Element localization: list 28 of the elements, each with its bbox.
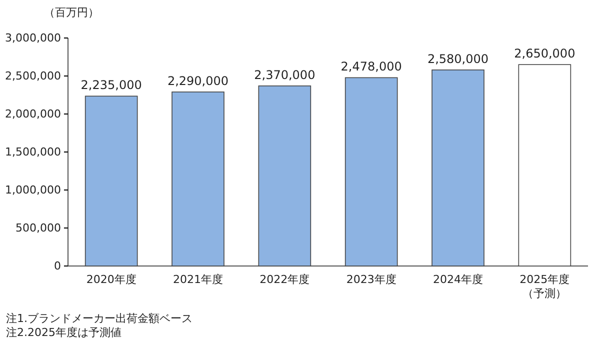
data-label: 2,580,000 [427, 52, 489, 66]
y-tick-label: 0 [54, 260, 61, 273]
y-tick-label: 3,000,000 [5, 32, 61, 45]
bar [258, 85, 312, 266]
bar [84, 96, 138, 266]
data-label: 2,235,000 [80, 78, 142, 92]
y-tick-label: 2,000,000 [5, 108, 61, 121]
x-tick-label: 2025年度（予測） [520, 273, 570, 300]
x-tick-label: 2020年度 [86, 273, 136, 286]
data-label: 2,650,000 [514, 46, 576, 61]
bar [432, 70, 484, 266]
x-tick-label: 2023年度 [346, 273, 396, 286]
y-tick-label: 1,500,000 [5, 146, 61, 159]
data-label: 2,370,000 [254, 68, 316, 82]
y-tick-label: 2,500,000 [5, 70, 61, 83]
x-tick-label: 2021年度 [173, 273, 223, 286]
data-label: 2,478,000 [340, 60, 402, 74]
data-label: 2,290,000 [167, 74, 229, 88]
x-tick-label: 2022年度 [260, 273, 310, 286]
y-axis-title: （百万円） [44, 6, 99, 19]
text: 注2.2025年度は予測値 [6, 326, 122, 339]
bar [172, 92, 224, 266]
bar [344, 77, 398, 266]
bar [518, 64, 572, 266]
y-tick-label: 1,000,000 [5, 184, 61, 197]
x-tick-label: 2024年度 [433, 273, 483, 286]
y-tick-label: 500,000 [16, 222, 61, 235]
text: 注1.ブランドメーカー出荷金額ベース [6, 312, 192, 325]
